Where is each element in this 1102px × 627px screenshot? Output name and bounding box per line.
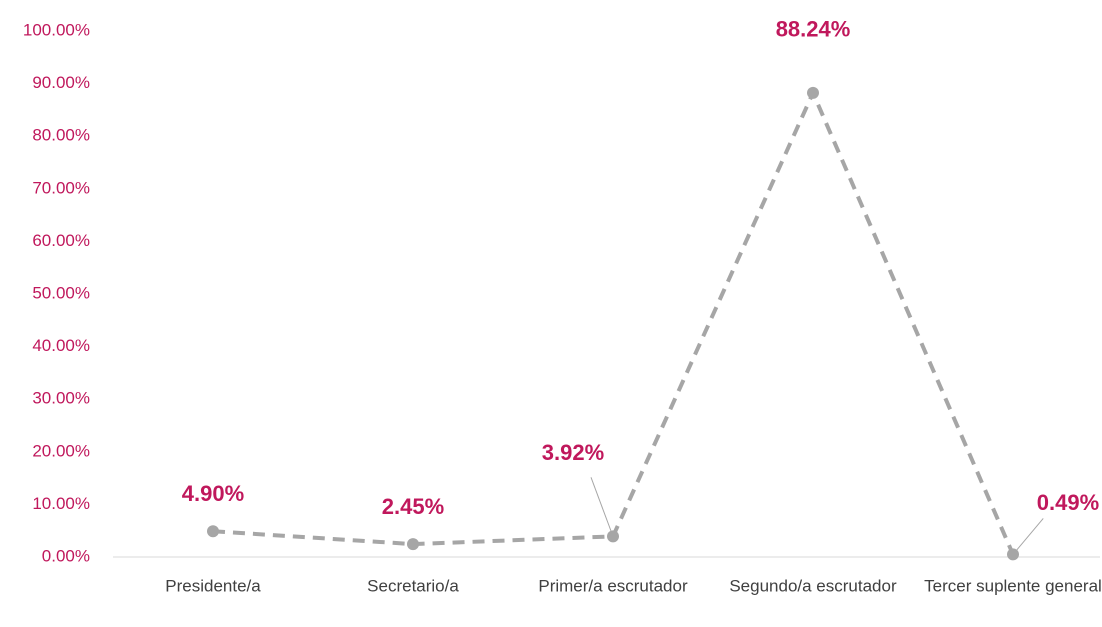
x-tick-label: Tercer suplente general: [924, 576, 1102, 595]
y-tick-label: 70.00%: [32, 178, 90, 197]
data-label: 3.92%: [542, 440, 604, 465]
y-tick-label: 30.00%: [32, 389, 90, 408]
marker: [207, 525, 219, 538]
y-tick-label: 20.00%: [32, 441, 90, 460]
y-tick-label: 40.00%: [32, 336, 90, 355]
y-tick-label: 80.00%: [32, 126, 90, 145]
data-label: 2.45%: [382, 494, 444, 519]
data-label: 0.49%: [1037, 490, 1099, 515]
x-tick-label: Secretario/a: [367, 576, 459, 595]
y-tick-label: 60.00%: [32, 231, 90, 250]
leader-line: [1012, 518, 1044, 555]
marker: [407, 538, 419, 551]
x-tick-label: Segundo/a escrutador: [729, 576, 897, 595]
data-label: 88.24%: [776, 17, 851, 42]
y-tick-label: 90.00%: [32, 73, 90, 92]
x-tick-label: Primer/a escrutador: [538, 576, 688, 595]
marker: [807, 86, 819, 99]
leader-line: [590, 477, 614, 537]
y-tick-label: 10.00%: [32, 494, 90, 513]
x-tick-label: Presidente/a: [165, 576, 261, 595]
line: [212, 87, 1015, 556]
y-tick-label: 50.00%: [32, 283, 90, 302]
data-label: 4.90%: [182, 481, 244, 506]
y-tick-label: 100.00%: [23, 20, 90, 39]
y-tick-label: 0.00%: [42, 546, 90, 565]
